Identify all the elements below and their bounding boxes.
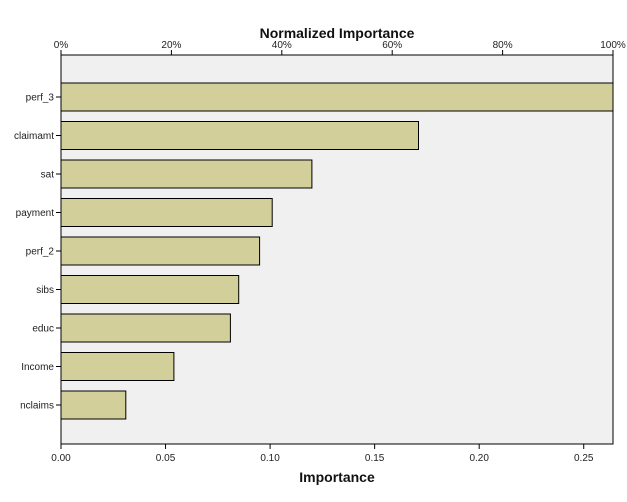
bottom-axis-title: Importance xyxy=(299,469,375,485)
bottom-tick-label: 0.05 xyxy=(156,453,176,464)
bar-perf_2 xyxy=(60,236,261,266)
category-label-claimamt: claimamt xyxy=(14,131,54,142)
bar-Income xyxy=(60,352,175,381)
bottom-tick-label: 0.15 xyxy=(365,453,385,464)
top-tick-label: 0% xyxy=(54,40,69,51)
bars-group xyxy=(60,82,614,420)
top-tick-label: 80% xyxy=(493,40,513,51)
bar-sat xyxy=(60,159,313,189)
category-label-nclaims: nclaims xyxy=(20,401,54,412)
category-label-perf_2: perf_2 xyxy=(26,247,55,258)
category-label-educ: educ xyxy=(32,324,54,335)
category-label-sibs: sibs xyxy=(36,285,54,296)
bar-sibs xyxy=(60,275,240,304)
bar-perf_3 xyxy=(60,82,614,112)
category-label-sat: sat xyxy=(41,170,55,181)
top-axis: 0% 20% 40% 60% 80% 100% xyxy=(54,40,626,55)
category-label-payment: payment xyxy=(16,208,55,219)
bar-nclaims xyxy=(60,390,127,420)
bottom-tick-label: 0.25 xyxy=(574,453,594,464)
category-label-perf_3: perf_3 xyxy=(26,93,55,104)
top-tick-label: 40% xyxy=(272,40,292,51)
bar-educ xyxy=(60,313,231,343)
bar-claimamt xyxy=(60,121,419,150)
top-tick-label: 60% xyxy=(382,40,402,51)
top-tick-label: 20% xyxy=(161,40,181,51)
top-axis-title: Normalized Importance xyxy=(260,25,415,41)
category-label-Income: Income xyxy=(21,362,54,373)
top-tick-label: 100% xyxy=(600,40,626,51)
bottom-tick-label: 0.00 xyxy=(51,453,71,464)
bottom-tick-label: 0.10 xyxy=(260,453,280,464)
bottom-tick-label: 0.20 xyxy=(469,453,489,464)
bottom-axis: 0.00 0.05 0.10 0.15 0.20 0.25 xyxy=(51,444,594,464)
bar-payment xyxy=(60,198,273,227)
